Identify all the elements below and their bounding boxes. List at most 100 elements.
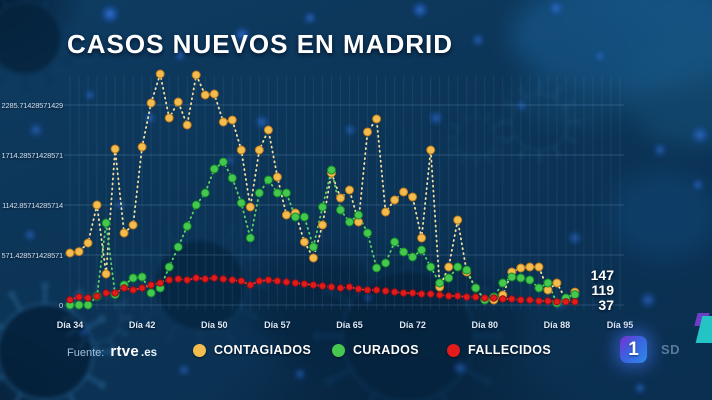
x-tick-label: Día 57 xyxy=(264,320,291,330)
final-value-contagiados: 147 xyxy=(590,267,614,283)
glow-dot xyxy=(690,125,710,145)
data-point-curados xyxy=(462,265,472,275)
glow-dot xyxy=(177,363,191,377)
rtve-domain-suffix: .es xyxy=(141,347,158,359)
glow-dot xyxy=(691,178,705,192)
data-point-fallecidos xyxy=(246,281,255,289)
data-point-fallecidos xyxy=(463,293,471,301)
y-tick-label: 0 xyxy=(59,301,63,310)
data-point-contagiados xyxy=(155,69,165,79)
glow-dot xyxy=(254,114,270,130)
data-point-contagiados xyxy=(390,195,400,205)
data-point-fallecidos xyxy=(165,276,173,284)
data-point-curados xyxy=(507,272,517,282)
data-point-curados xyxy=(363,228,372,238)
data-point-contagiados xyxy=(200,90,210,100)
data-point-fallecidos xyxy=(499,295,507,303)
glow-dot xyxy=(652,142,668,158)
data-point-curados xyxy=(390,237,400,247)
data-point-contagiados xyxy=(254,145,264,155)
legend-item-fallecidos: FALLECIDOS xyxy=(447,341,551,359)
data-point-contagiados xyxy=(471,283,481,293)
glow-dot xyxy=(633,381,647,395)
data-point-curados xyxy=(318,202,327,212)
data-point-contagiados xyxy=(372,114,382,124)
data-point-fallecidos xyxy=(472,293,480,301)
legend-label: FALLECIDOS xyxy=(468,343,552,357)
data-point-contagiados xyxy=(318,220,327,230)
y-tick-label: 1142.85714285714 xyxy=(2,201,63,210)
data-point-fallecidos xyxy=(291,279,300,287)
data-point-curados xyxy=(155,283,165,293)
data-point-curados xyxy=(426,262,436,272)
data-point-curados xyxy=(281,188,291,198)
data-point-curados xyxy=(137,272,147,282)
background-blob xyxy=(510,0,712,93)
data-point-fallecidos xyxy=(481,294,489,302)
final-value-curados: 119 xyxy=(591,282,614,298)
data-point-contagiados xyxy=(137,142,147,152)
x-tick-label: Día 88 xyxy=(543,320,571,330)
legend-item-curados: CURADOS xyxy=(332,341,419,359)
series-line-contagiados xyxy=(69,70,576,302)
data-point-fallecidos xyxy=(84,294,92,302)
data-point-curados xyxy=(308,242,318,252)
x-tick-label: Día 80 xyxy=(471,320,499,330)
data-point-fallecidos xyxy=(445,292,453,300)
x-tick-label: Día 50 xyxy=(200,320,228,330)
data-point-contagiados xyxy=(435,282,445,292)
data-point-curados xyxy=(272,188,282,198)
data-point-curados xyxy=(263,175,273,185)
data-point-contagiados xyxy=(489,295,499,305)
data-point-curados xyxy=(191,200,201,210)
data-point-contagiados xyxy=(65,248,75,258)
data-point-contagiados xyxy=(480,295,490,305)
glow-dot xyxy=(143,111,157,125)
corner-graphic xyxy=(694,313,712,344)
x-tick-label: Día 42 xyxy=(128,320,156,330)
data-point-contagiados xyxy=(101,269,111,279)
glow-dot xyxy=(428,110,444,126)
data-point-contagiados xyxy=(345,185,354,195)
background-blob xyxy=(243,248,367,352)
data-point-fallecidos xyxy=(517,296,525,304)
data-point-contagiados xyxy=(308,253,318,263)
data-point-fallecidos xyxy=(354,285,363,293)
data-point-contagiados xyxy=(399,187,409,197)
data-point-contagiados xyxy=(381,207,391,217)
data-point-fallecidos xyxy=(93,292,101,300)
data-point-curados xyxy=(200,188,210,198)
glow-dot xyxy=(567,230,583,246)
data-point-fallecidos xyxy=(129,286,137,294)
data-point-contagiados xyxy=(327,168,336,178)
data-point-curados xyxy=(65,300,75,310)
glow-dot xyxy=(78,326,90,338)
data-point-fallecidos xyxy=(228,276,237,284)
data-point-curados xyxy=(453,262,463,272)
data-point-fallecidos xyxy=(183,276,191,284)
data-point-curados xyxy=(408,252,418,262)
glow-dot xyxy=(303,11,317,25)
data-point-fallecidos xyxy=(300,280,309,288)
data-point-contagiados xyxy=(299,237,309,247)
data-point-fallecidos xyxy=(147,281,155,289)
data-point-fallecidos xyxy=(327,283,336,291)
data-point-contagiados xyxy=(290,208,300,218)
sd-quality-badge: SD xyxy=(661,342,681,357)
data-point-contagiados xyxy=(119,228,129,238)
data-point-curados xyxy=(128,273,138,283)
data-point-contagiados xyxy=(191,70,201,80)
y-tick-label: 2285.71428571429 xyxy=(1,101,64,110)
data-point-contagiados xyxy=(525,262,535,272)
data-point-fallecidos xyxy=(237,277,246,285)
data-point-fallecidos xyxy=(66,296,74,304)
x-tick-label: Día 34 xyxy=(56,320,84,330)
virus-icon xyxy=(132,217,268,353)
data-point-fallecidos xyxy=(427,290,435,298)
data-point-fallecidos xyxy=(120,284,128,292)
data-point-fallecidos xyxy=(282,278,291,286)
data-point-contagiados xyxy=(426,145,436,155)
data-point-contagiados xyxy=(236,145,246,155)
